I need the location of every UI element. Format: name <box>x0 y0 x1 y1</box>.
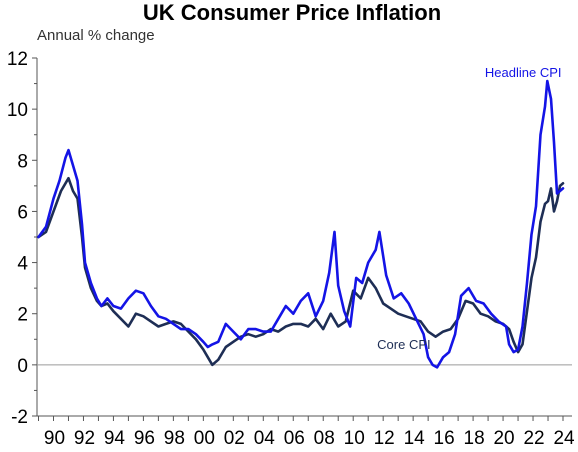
x-tick-label: 06 <box>284 428 305 449</box>
series-lines <box>37 79 565 369</box>
x-tick-label: 16 <box>434 428 455 449</box>
x-tick-label: 92 <box>74 428 95 449</box>
headline-cpi-label: Headline CPI <box>485 65 562 80</box>
headline-cpi-line <box>37 79 565 369</box>
y-axis: -2 0 2 4 6 8 10 12 <box>7 49 572 428</box>
x-tick-label: 94 <box>104 428 126 449</box>
x-tick-label: 14 <box>404 428 426 449</box>
y-tick-label: 4 <box>17 254 28 275</box>
y-tick-label: 2 <box>17 305 28 326</box>
x-tick-label: 90 <box>44 428 65 449</box>
x-tick-label: 20 <box>493 428 514 449</box>
x-tick-label: 02 <box>224 428 245 449</box>
core-cpi-line <box>37 176 565 367</box>
y-tick-label: 12 <box>7 49 28 70</box>
x-tick-label: 00 <box>194 428 215 449</box>
x-tick-label: 04 <box>254 428 276 449</box>
x-tick-label: 12 <box>374 428 395 449</box>
y-tick-label: 0 <box>17 356 28 377</box>
y-tick-label: -2 <box>11 407 28 428</box>
y-tick-label: 8 <box>17 151 28 172</box>
chart-title: UK Consumer Price Inflation <box>143 0 441 25</box>
x-axis: 90 92 94 96 98 00 02 04 06 08 10 12 14 16 18 20 22 24 <box>37 415 575 449</box>
x-tick-label: 96 <box>134 428 155 449</box>
x-tick-label: 24 <box>553 428 575 449</box>
series-annotations: Headline CPI Core CPI <box>377 65 561 352</box>
y-axis-label: Annual % change <box>37 27 155 44</box>
x-tick-label: 22 <box>523 428 544 449</box>
x-tick-label: 08 <box>314 428 335 449</box>
y-tick-label: 10 <box>7 100 28 121</box>
core-cpi-label: Core CPI <box>377 337 430 352</box>
x-tick-label: 98 <box>164 428 185 449</box>
y-tick-label: 6 <box>17 202 28 223</box>
x-tick-label: 18 <box>464 428 485 449</box>
x-tick-label: 10 <box>344 428 365 449</box>
